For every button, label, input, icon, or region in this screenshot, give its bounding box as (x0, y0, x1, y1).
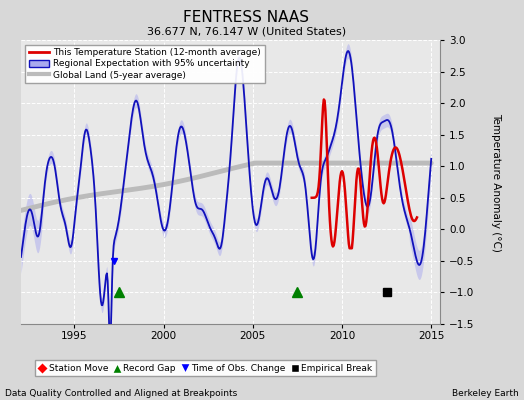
Text: Data Quality Controlled and Aligned at Breakpoints: Data Quality Controlled and Aligned at B… (5, 389, 237, 398)
Text: Berkeley Earth: Berkeley Earth (452, 389, 519, 398)
Y-axis label: Temperature Anomaly (°C): Temperature Anomaly (°C) (491, 112, 501, 252)
Legend: Station Move, Record Gap, Time of Obs. Change, Empirical Break: Station Move, Record Gap, Time of Obs. C… (35, 360, 376, 376)
Text: 36.677 N, 76.147 W (United States): 36.677 N, 76.147 W (United States) (147, 26, 346, 36)
Text: FENTRESS NAAS: FENTRESS NAAS (183, 10, 309, 25)
